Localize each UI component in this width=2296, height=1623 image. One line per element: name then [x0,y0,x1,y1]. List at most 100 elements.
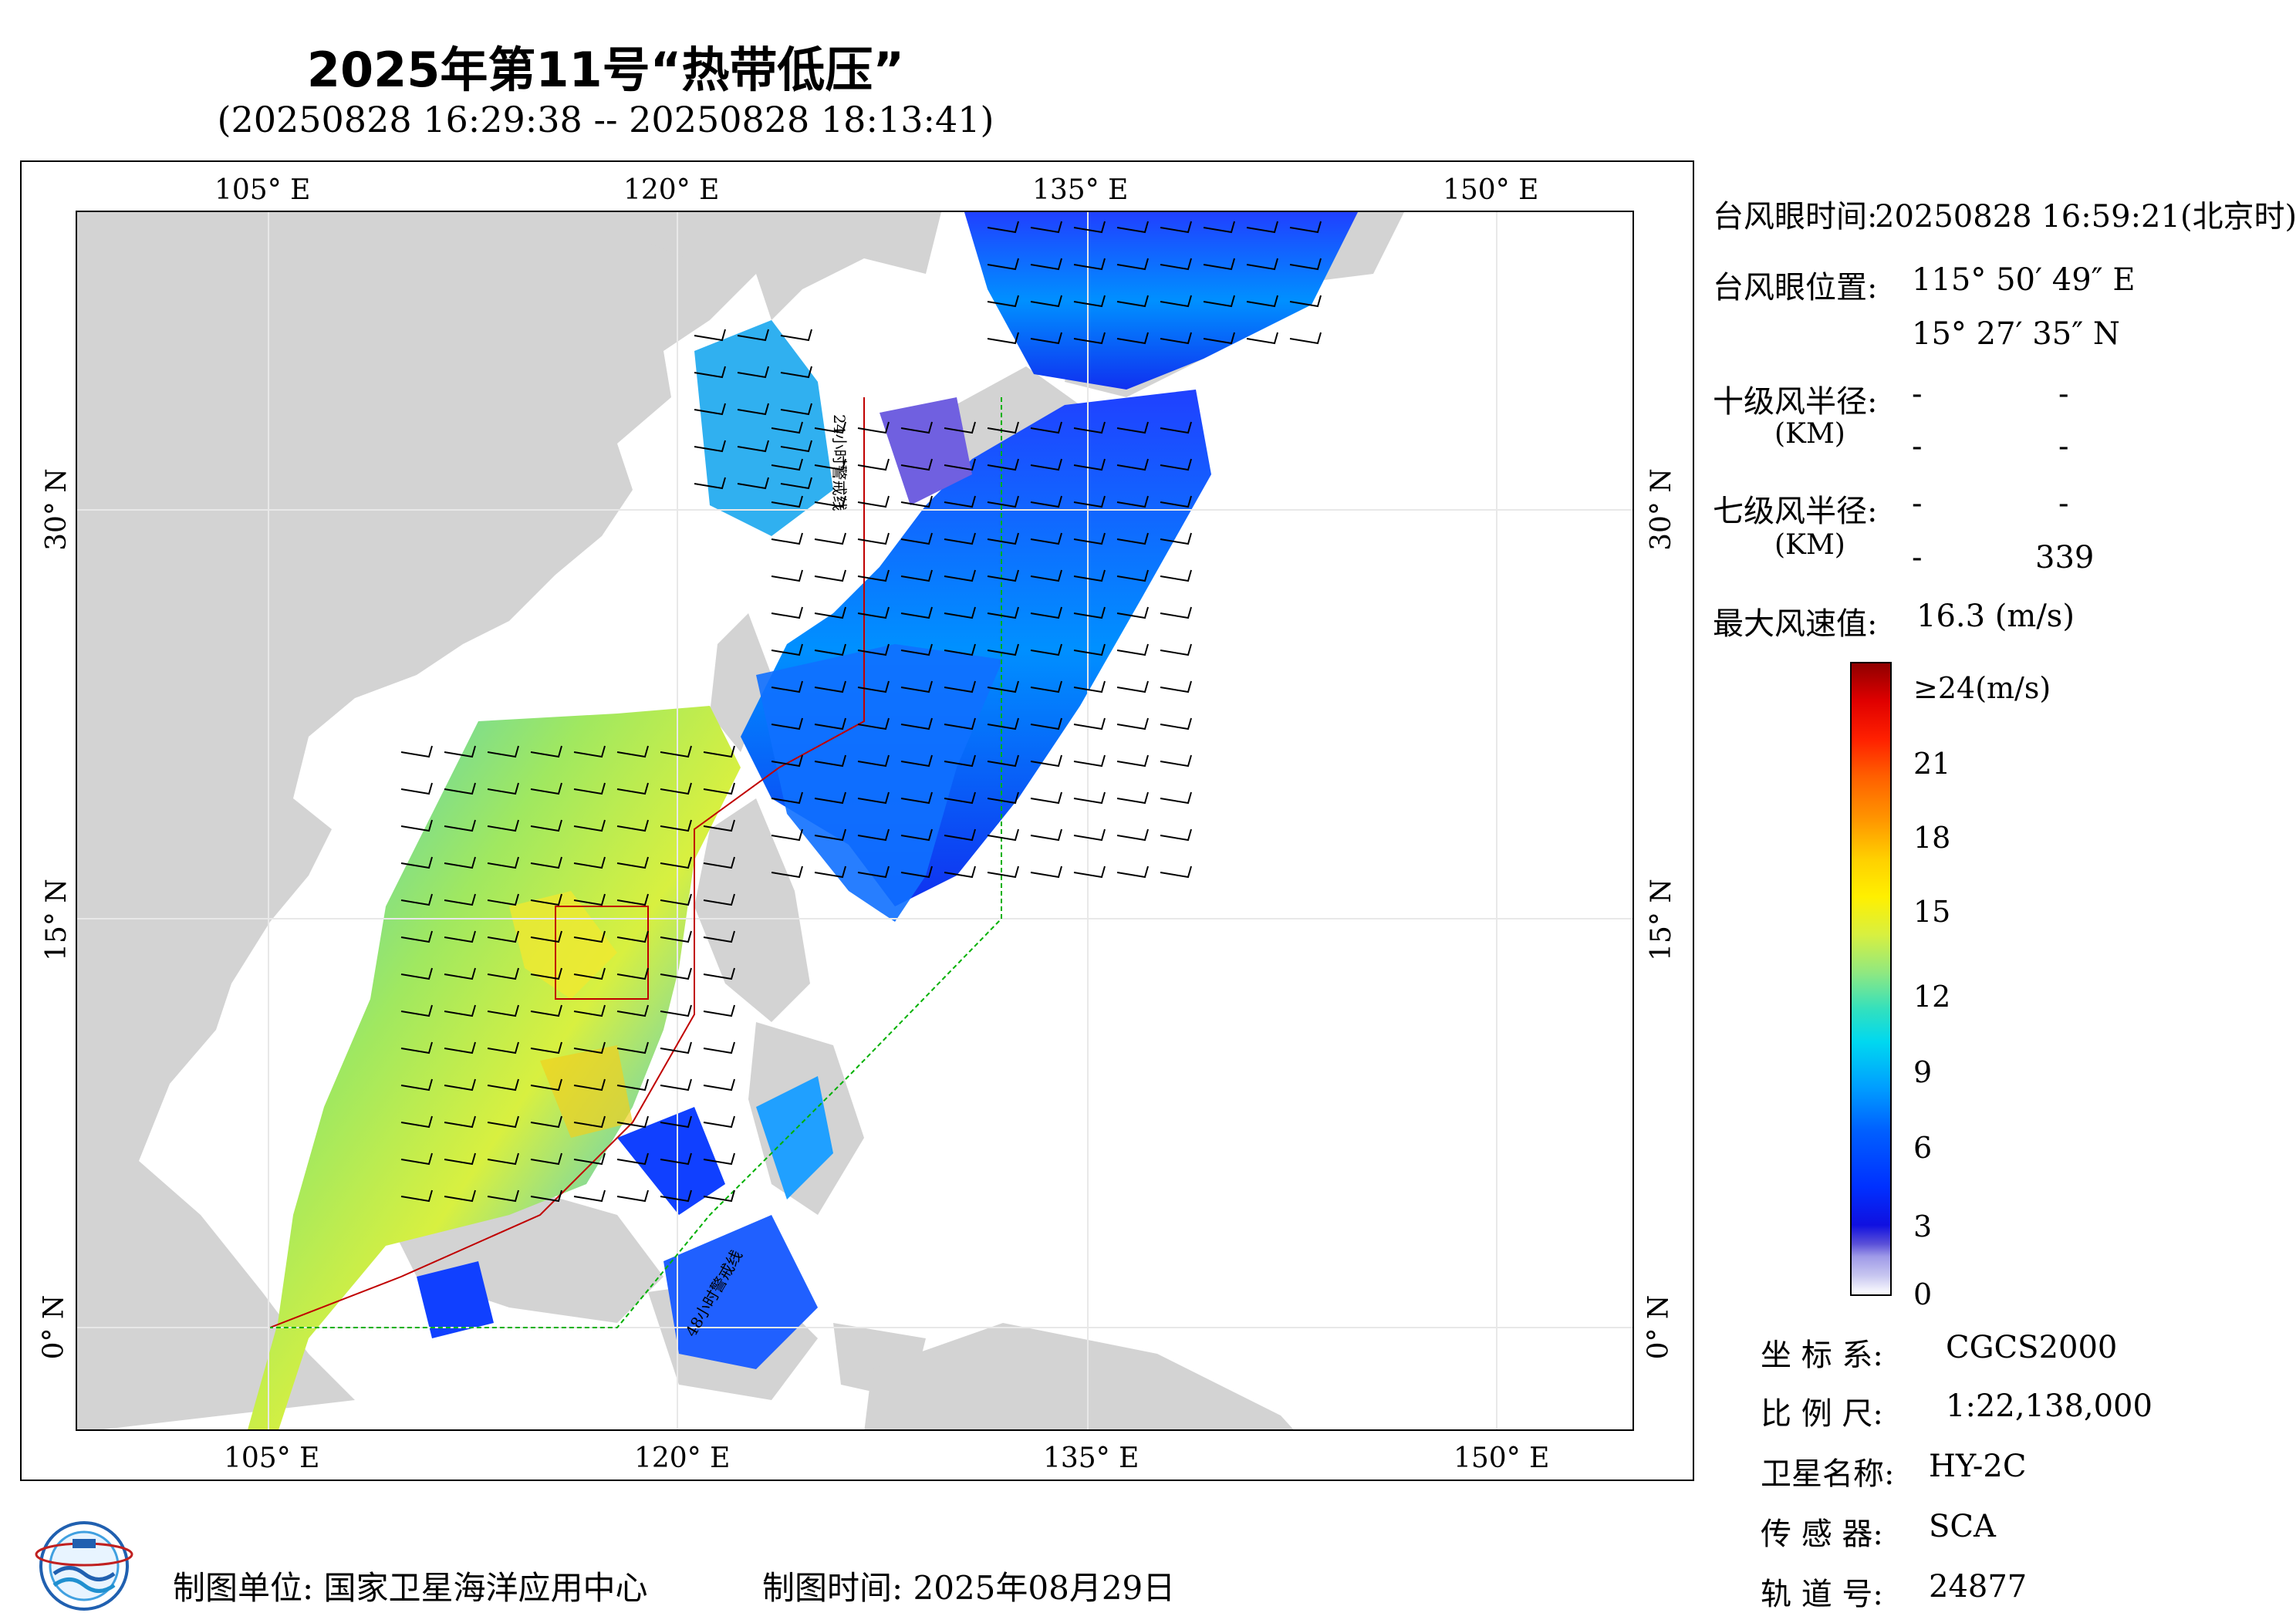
r10-value-b1: - [1912,429,1923,464]
wind-barb [987,421,1019,434]
lat-label-right-0: 0° N [1643,1294,1675,1360]
wind-barb [1246,332,1278,345]
wind-barb [1030,606,1062,619]
wind-barb [944,717,976,731]
wind-barb [616,1152,649,1166]
wind-barb [703,1189,735,1203]
wind-barb [771,421,803,434]
orbit-value: 24877 [1929,1569,2028,1604]
wind-barb [616,819,649,832]
wind-barb [1160,332,1192,345]
wind-barb [694,329,726,342]
colorbar-tick-6: 6 [1913,1131,1933,1165]
wind-barb [1116,569,1149,582]
wind-barb [1030,791,1062,805]
wind-barb [573,1078,606,1092]
wind-barb [660,930,692,943]
wind-barb [400,1115,433,1129]
lon-label-top-150: 150° E [1443,174,1539,206]
crs-value: CGCS2000 [1946,1330,2118,1365]
wind-barb [573,782,606,795]
wind-barb [1073,680,1106,693]
wind-barb [1073,791,1106,805]
wind-barb [1160,865,1192,879]
map-canvas [77,212,1633,1429]
wind-barb [987,532,1019,545]
wind-barb [487,745,519,758]
wind-barbs [400,221,1322,1203]
wind-barb [737,329,769,342]
wind-barb [1160,495,1192,508]
wind-barb [530,1041,562,1054]
wind-barb [1116,421,1149,434]
wind-barb [444,1189,476,1203]
wind-barb [814,569,846,582]
wind-barb [616,967,649,980]
wind-barb [694,403,726,416]
wind-barb [1030,680,1062,693]
colorbar-tick-15: 15 [1913,895,1951,929]
wind-barb [987,680,1019,693]
wind-barb [900,828,933,842]
wind-barb [616,1115,649,1129]
wind-barb [1160,421,1192,434]
wind-barb [573,856,606,869]
colorbar-tick-21: 21 [1913,747,1951,781]
satellite-label: 卫星名称: [1761,1456,1895,1492]
wind-barb [987,332,1019,345]
wind-barb [1073,865,1106,879]
colorbar-tick-9: 9 [1913,1055,1933,1089]
r7-value-b2: 339 [2035,540,2095,575]
wind-barb [444,745,476,758]
wind-barb [1030,717,1062,731]
wind-barb [900,680,933,693]
eye-position-label: 台风眼位置: [1713,270,1878,305]
scale-value: 1:22,138,000 [1946,1388,2152,1424]
wind-barb [814,643,846,656]
wind-barb [857,532,890,545]
wind-barb [573,745,606,758]
wind-barb [1030,828,1062,842]
wind-barb [814,717,846,731]
wind-barb [944,643,976,656]
wind-barb [987,569,1019,582]
wind-barb [1116,258,1149,271]
wind-barb [487,1078,519,1092]
wind-barb [944,680,976,693]
wind-barb [1073,458,1106,471]
r10-value-b2: - [2058,429,2069,464]
wind-barb [1073,643,1106,656]
wind-barb [400,782,433,795]
wind-barb [616,782,649,795]
wind-barb [1030,532,1062,545]
wind-barb [987,258,1019,271]
wind-barb [857,791,890,805]
scale-label: 比 例 尺: [1761,1396,1883,1432]
wind-barb [1116,643,1149,656]
wind-barb [1073,828,1106,842]
wind-barb [771,680,803,693]
wind-barb [1116,221,1149,234]
wind-barb [530,1004,562,1017]
wind-barb [444,1115,476,1129]
wind-barb [780,403,812,416]
wind-barb [987,643,1019,656]
sensor-label: 传 感 器: [1761,1517,1883,1552]
wind-barb [616,1004,649,1017]
wind-barb [703,893,735,906]
wind-barb [660,1189,692,1203]
wind-barb [660,967,692,980]
wind-barb [987,754,1019,768]
wind-barb [444,1041,476,1054]
wind-barb [1073,717,1106,731]
wind-barb [1073,332,1106,345]
wind-barb [780,366,812,379]
wind-barb [444,782,476,795]
wind-barb [694,366,726,379]
wind-barb [703,1004,735,1017]
wind-barb [857,569,890,582]
wind-barb [660,745,692,758]
wind-barb [660,782,692,795]
map-frame [20,160,1694,1481]
wind-barb [771,828,803,842]
